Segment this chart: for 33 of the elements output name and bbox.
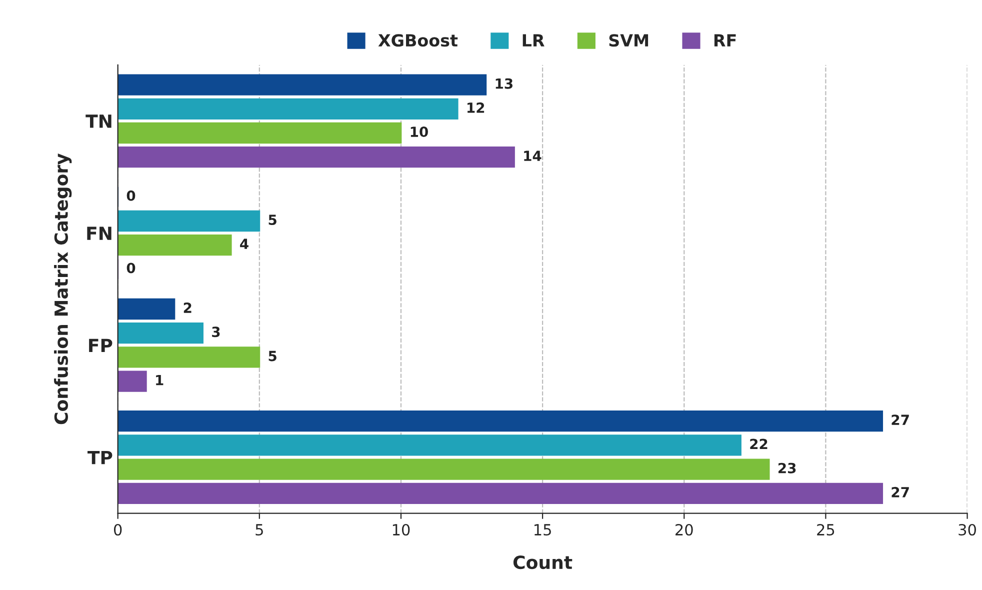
data-label: 23 bbox=[778, 462, 796, 474]
y-tick-label: FN bbox=[87, 226, 112, 240]
data-label: 4 bbox=[240, 238, 248, 249]
data-label: 0 bbox=[126, 190, 136, 201]
data-label: 3 bbox=[212, 326, 220, 338]
data-label: 1 bbox=[156, 375, 164, 386]
legend-label: RF bbox=[714, 34, 736, 46]
data-label: 12 bbox=[468, 102, 484, 113]
x-tick-label: 25 bbox=[817, 524, 834, 536]
legend-label: LR bbox=[522, 34, 544, 46]
data-label: 27 bbox=[892, 414, 909, 425]
y-tick-label: TN bbox=[86, 114, 112, 128]
data-label: 13 bbox=[496, 78, 512, 89]
x-tick-label: 10 bbox=[392, 524, 410, 536]
data-label: 27 bbox=[892, 486, 909, 498]
data-label: 22 bbox=[750, 438, 768, 450]
data-label: 14 bbox=[524, 150, 542, 161]
x-tick-label: 5 bbox=[256, 524, 263, 536]
x-tick-label: 15 bbox=[534, 524, 551, 536]
data-label: 0 bbox=[126, 262, 136, 274]
x-tick-label: 30 bbox=[958, 524, 976, 536]
legend-label: SVM bbox=[609, 34, 648, 47]
data-label: 5 bbox=[268, 350, 276, 362]
y-axis-title: Confusion Matrix Category bbox=[54, 154, 72, 424]
x-axis-title: Count bbox=[513, 555, 572, 570]
x-tick-label: 20 bbox=[676, 524, 693, 536]
legend-label: XGBoost bbox=[378, 34, 458, 47]
data-label: 10 bbox=[410, 126, 428, 138]
y-tick-label: TP bbox=[88, 450, 112, 464]
x-tick-label: 0 bbox=[114, 524, 122, 536]
y-tick-label: FP bbox=[89, 338, 112, 352]
data-label: 5 bbox=[268, 214, 276, 226]
data-label: 2 bbox=[184, 302, 192, 313]
